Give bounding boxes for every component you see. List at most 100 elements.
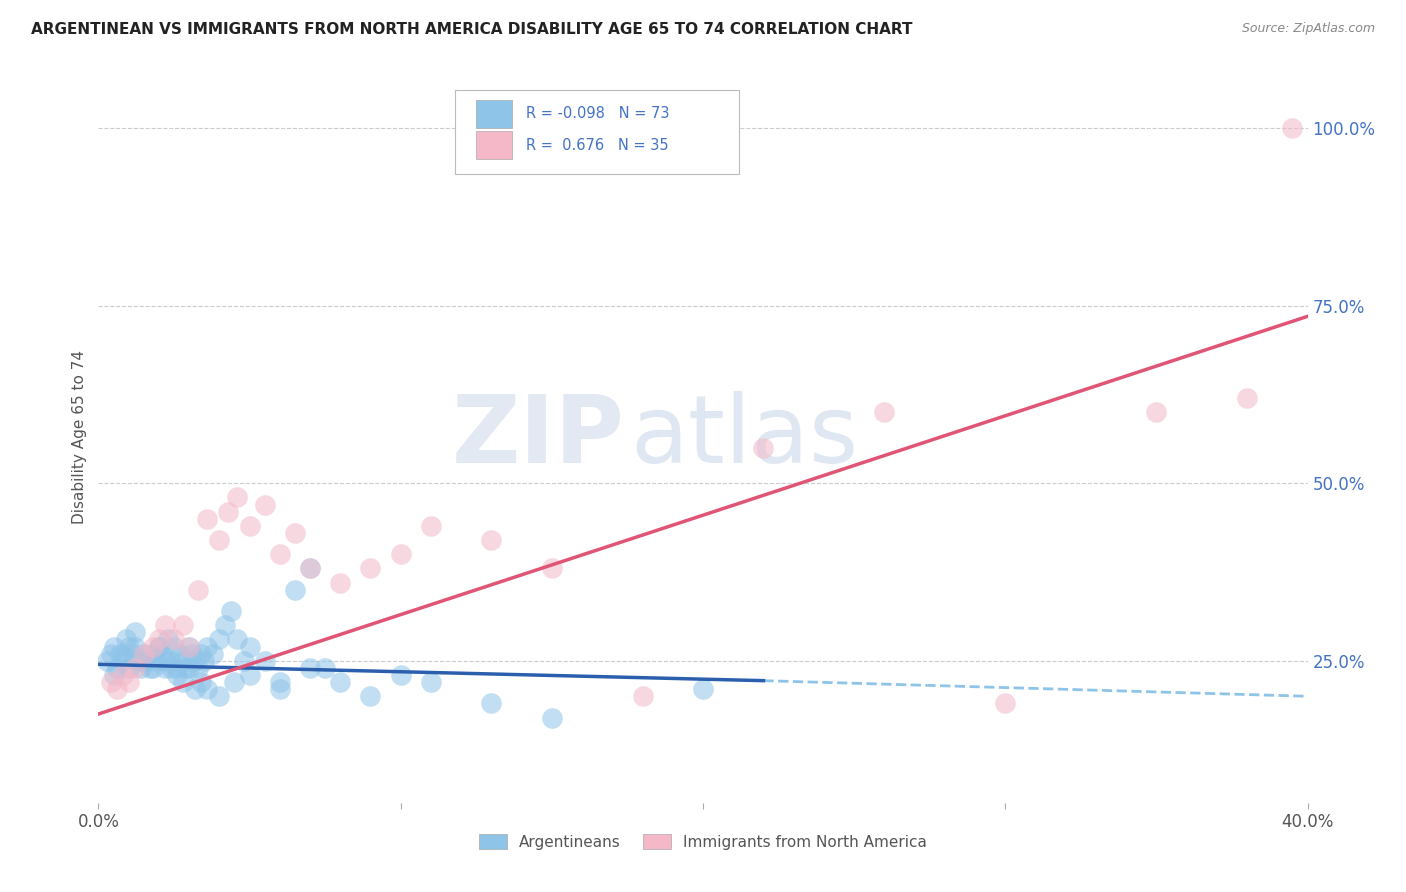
Point <box>150 647 173 661</box>
Point <box>118 675 141 690</box>
Point <box>190 675 212 690</box>
Point <box>96 654 118 668</box>
Point <box>284 582 307 597</box>
Point <box>193 654 215 668</box>
Point <box>153 661 176 675</box>
Y-axis label: Disability Age 65 to 74: Disability Age 65 to 74 <box>72 350 87 524</box>
Point <box>420 519 443 533</box>
Point <box>163 640 186 654</box>
Point <box>299 561 322 575</box>
Point <box>163 632 186 647</box>
Point <box>239 640 262 654</box>
Point <box>195 512 218 526</box>
Point <box>181 647 204 661</box>
Point <box>139 661 162 675</box>
Point <box>208 533 231 547</box>
Point <box>129 661 152 675</box>
Point <box>124 625 146 640</box>
Point <box>1144 405 1167 419</box>
Point <box>172 675 194 690</box>
Point <box>195 640 218 654</box>
Point <box>179 661 201 675</box>
Point <box>118 661 141 675</box>
Text: ARGENTINEAN VS IMMIGRANTS FROM NORTH AMERICA DISABILITY AGE 65 TO 74 CORRELATION: ARGENTINEAN VS IMMIGRANTS FROM NORTH AME… <box>31 22 912 37</box>
Point <box>329 675 352 690</box>
Point <box>299 561 322 575</box>
Point <box>179 640 201 654</box>
Point <box>103 640 125 654</box>
Point <box>111 654 134 668</box>
Point <box>100 647 122 661</box>
Point <box>148 640 170 654</box>
Point <box>124 661 146 675</box>
Point <box>1281 121 1303 136</box>
Point <box>692 682 714 697</box>
Point <box>214 618 236 632</box>
FancyBboxPatch shape <box>475 100 512 128</box>
Point <box>540 561 562 575</box>
Point <box>184 682 207 697</box>
Point <box>314 661 336 675</box>
Point <box>1236 391 1258 405</box>
Point <box>153 618 176 632</box>
Point <box>269 682 291 697</box>
Point <box>111 647 134 661</box>
Point <box>389 668 412 682</box>
Point <box>142 647 165 661</box>
Point <box>226 491 249 505</box>
Text: R =  0.676   N = 35: R = 0.676 N = 35 <box>526 137 669 153</box>
Point <box>108 647 131 661</box>
Point <box>187 582 209 597</box>
FancyBboxPatch shape <box>475 131 512 159</box>
Point <box>253 654 276 668</box>
Point <box>132 654 155 668</box>
Point <box>195 682 218 697</box>
Point <box>124 640 146 654</box>
Point <box>111 668 134 682</box>
Point <box>360 561 382 575</box>
Point <box>873 405 896 419</box>
Point <box>221 604 243 618</box>
Point <box>752 441 775 455</box>
Point <box>269 675 291 690</box>
Point <box>166 661 188 675</box>
Point <box>389 547 412 561</box>
Point <box>142 640 165 654</box>
Point <box>420 675 443 690</box>
Point <box>160 654 183 668</box>
Point <box>481 697 503 711</box>
Point <box>253 498 276 512</box>
FancyBboxPatch shape <box>456 90 740 174</box>
Point <box>202 647 225 661</box>
Point <box>232 654 254 668</box>
Point <box>142 661 165 675</box>
Point <box>224 675 246 690</box>
Point <box>153 654 176 668</box>
Text: R = -0.098   N = 73: R = -0.098 N = 73 <box>526 106 671 121</box>
Point <box>160 661 183 675</box>
Point <box>172 618 194 632</box>
Point <box>179 640 201 654</box>
Point <box>239 668 262 682</box>
Point <box>269 547 291 561</box>
Point <box>118 640 141 654</box>
Point <box>132 647 155 661</box>
Point <box>166 668 188 682</box>
Point <box>114 632 136 647</box>
Text: ZIP: ZIP <box>451 391 624 483</box>
Point <box>994 697 1017 711</box>
Point <box>156 632 179 647</box>
Point <box>135 654 157 668</box>
Point <box>121 647 143 661</box>
Point <box>360 690 382 704</box>
Point <box>148 632 170 647</box>
Point <box>105 682 128 697</box>
Text: atlas: atlas <box>630 391 859 483</box>
Point <box>172 654 194 668</box>
Point <box>127 654 149 668</box>
Point <box>174 661 197 675</box>
Point <box>100 675 122 690</box>
Point <box>145 654 167 668</box>
Point <box>187 661 209 675</box>
Point <box>239 519 262 533</box>
